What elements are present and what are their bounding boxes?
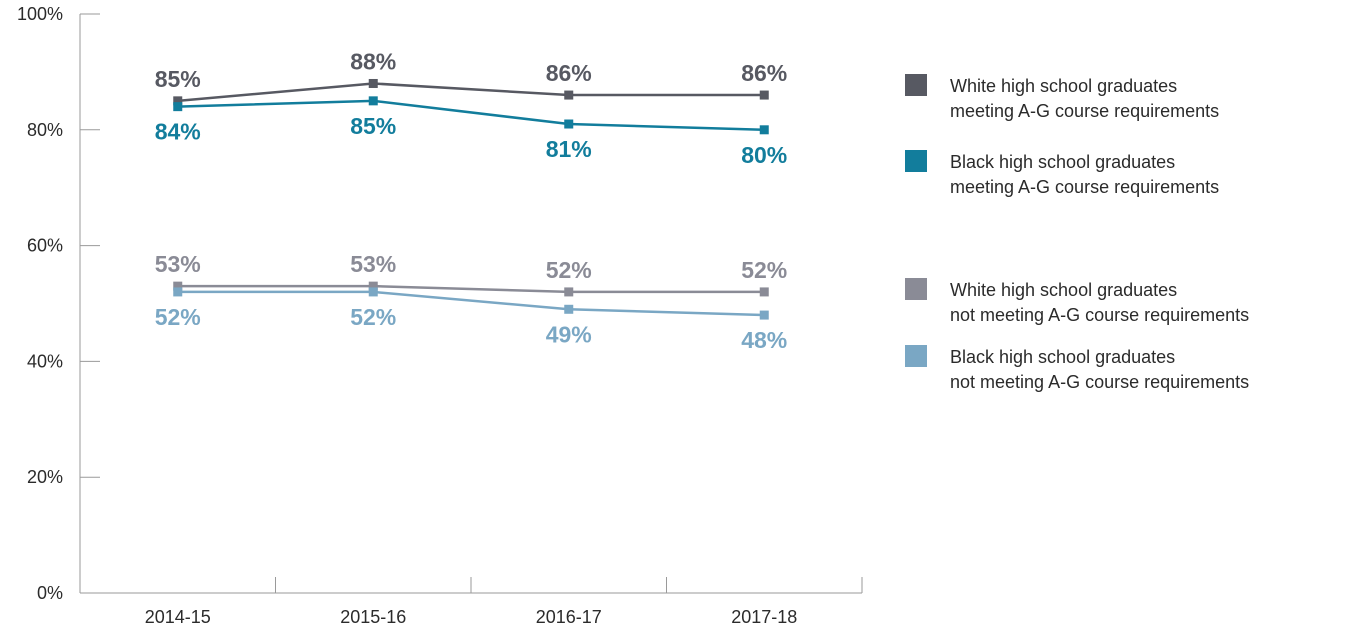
data-point: [173, 96, 183, 106]
series-line: [177, 99, 765, 132]
legend-label: meeting A-G course requirements: [950, 177, 1219, 197]
legend-swatch: [905, 74, 927, 96]
chart-legend: White high school graduates meeting A-G c…: [905, 74, 1249, 392]
data-point: [759, 90, 769, 100]
data-label: 53%: [350, 251, 396, 277]
series-layer: 85%88% 86% 86%84% 85%81% 80%53% 53% 52% 52%52% 5…: [155, 48, 788, 353]
data-point: [368, 287, 378, 297]
data-label: 88%: [350, 48, 396, 74]
y-tick-label: 80%: [27, 120, 63, 140]
series-line: [177, 284, 765, 294]
y-tick-label: 100%: [17, 4, 63, 24]
data-label: 85%: [350, 113, 396, 139]
data-label: 84%: [155, 119, 201, 145]
y-tick-label: 60%: [27, 236, 63, 256]
data-label: 52%: [155, 304, 201, 330]
series-3: 53% 53% 52% 52%: [155, 251, 787, 297]
y-tick-label: 0%: [37, 583, 63, 603]
data-point: [759, 287, 769, 297]
data-point: [564, 119, 574, 129]
data-label: 86%: [741, 60, 787, 86]
series-4: 52% 52% 49% 48%: [155, 287, 787, 353]
series-line: [177, 290, 765, 317]
data-label: 52%: [546, 257, 592, 283]
legend-label: not meeting A-G course requirements: [950, 372, 1249, 392]
series-line: [177, 82, 765, 103]
data-label: 52%: [741, 257, 787, 283]
data-point: [173, 102, 183, 112]
data-label: 86%: [546, 60, 592, 86]
data-label: 53%: [155, 251, 201, 277]
legend-swatch: [905, 150, 927, 172]
data-label: 49%: [546, 321, 592, 347]
series-2: 84% 85% 81% 80%: [155, 96, 787, 168]
chart-axes: 0% 20% 40% 60% 80% 100% 2014-15 2015-16 2016-17 2…: [17, 4, 863, 627]
x-tick-label: 2014-15: [145, 607, 211, 627]
x-tick-label: 2017-18: [731, 607, 797, 627]
legend-label: Black high school graduates: [950, 347, 1175, 367]
data-point: [759, 310, 769, 320]
data-label: 81%: [546, 136, 592, 162]
data-point: [173, 287, 183, 297]
data-point: [173, 281, 183, 291]
legend-item: White high school graduates meeting A-G c…: [905, 74, 1219, 121]
legend-label: Black high school graduates: [950, 152, 1175, 172]
data-point: [368, 96, 378, 106]
y-tick-label: 40%: [27, 351, 63, 371]
legend-item: White high school graduates not meeting A…: [905, 278, 1249, 325]
data-label: 80%: [741, 142, 787, 168]
y-tick-label: 20%: [27, 467, 63, 487]
data-label: 85%: [155, 66, 201, 92]
data-point: [759, 125, 769, 135]
data-point: [368, 78, 378, 88]
legend-label: not meeting A-G course requirements: [950, 305, 1249, 325]
series-1: 85% 88% 86% 86%: [155, 48, 787, 106]
data-point: [564, 90, 574, 100]
x-tick-label: 2015-16: [340, 607, 406, 627]
legend-label: White high school graduates: [950, 76, 1177, 96]
data-point: [368, 281, 378, 291]
legend-item: Black high school graduates meeting A-G c…: [905, 150, 1219, 197]
legend-label: White high school graduates: [950, 280, 1177, 300]
data-label: 52%: [350, 304, 396, 330]
legend-item: Black high school graduates not meeting A…: [905, 345, 1249, 392]
legend-swatch: [905, 278, 927, 300]
data-point: [564, 287, 574, 297]
x-tick-label: 2016-17: [536, 607, 602, 627]
data-label: 48%: [741, 327, 787, 353]
legend-swatch: [905, 345, 927, 367]
legend-label: meeting A-G course requirements: [950, 101, 1219, 121]
data-point: [564, 304, 574, 314]
